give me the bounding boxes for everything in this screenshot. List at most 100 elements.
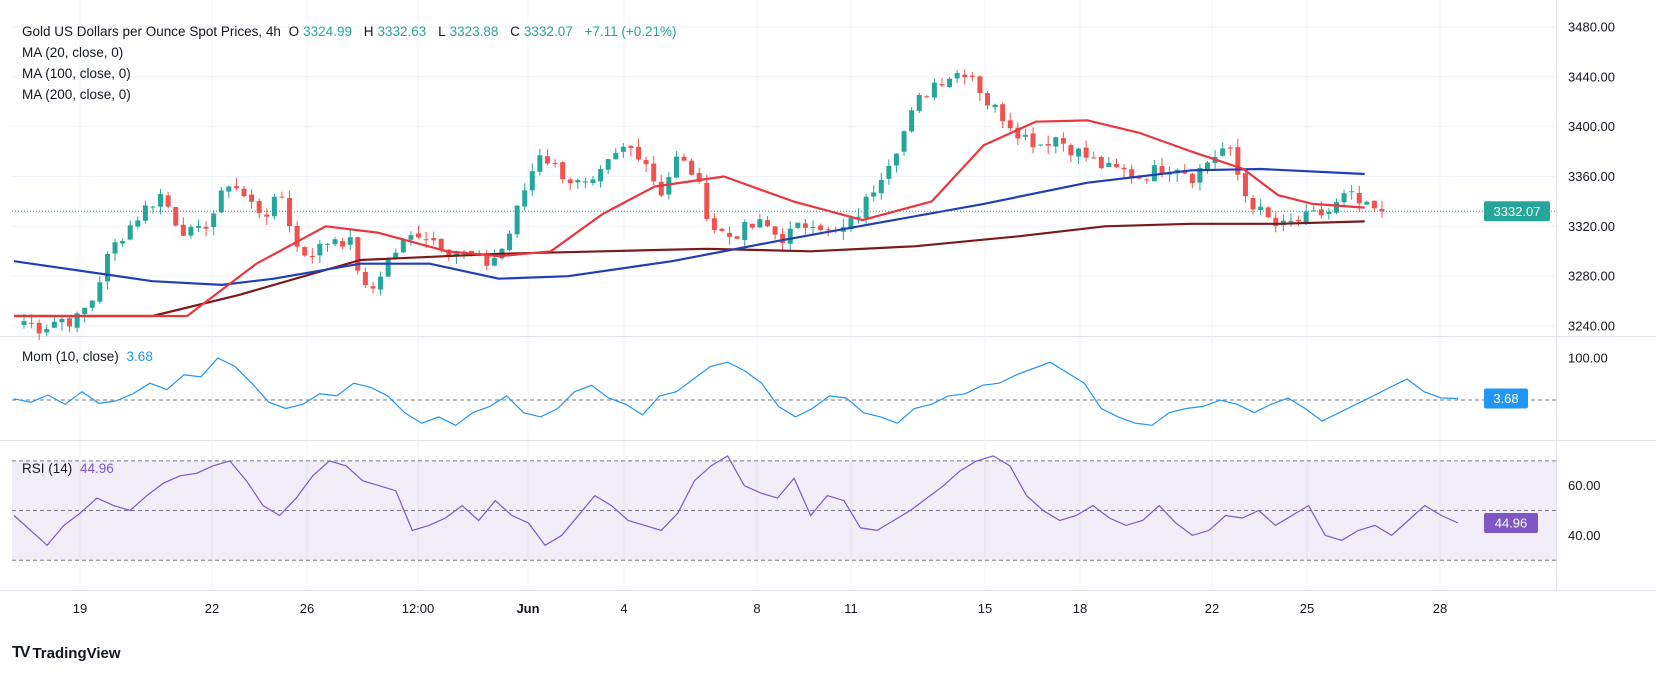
tradingview-logo-icon: TV	[12, 644, 31, 661]
mom-legend[interactable]: Mom (10, close) 3.68	[22, 349, 157, 364]
x-tick-label: 8	[753, 601, 760, 616]
close-value: 3332.07	[523, 24, 573, 39]
candle-down	[628, 145, 634, 149]
candle-up	[613, 152, 619, 160]
ma20-line	[14, 119, 1365, 318]
candle-up	[1364, 201, 1370, 205]
candle-down	[29, 322, 35, 324]
rsi-legend[interactable]: RSI (14) 44.96	[22, 461, 118, 476]
candle-up	[954, 73, 960, 79]
ohlc-close: C 3332.07	[510, 24, 577, 39]
price-tick-label: 3440.00	[1568, 69, 1615, 84]
candle-up	[378, 276, 384, 290]
ma100-legend[interactable]: MA (100, close, 0)	[22, 66, 131, 81]
candle-up	[127, 225, 133, 240]
candle-down	[1083, 147, 1089, 158]
candle-up	[1326, 211, 1332, 215]
x-tick-label: 22	[1205, 601, 1219, 616]
candle-down	[1136, 177, 1142, 179]
rsi-tick-label: 60.00	[1568, 478, 1601, 493]
tradingview-logo[interactable]: TV TradingView	[12, 644, 121, 662]
candle-down	[825, 229, 831, 231]
candle-down	[1045, 143, 1051, 146]
candle-up	[135, 220, 141, 227]
candle-up	[605, 159, 611, 170]
candle-down	[370, 286, 376, 289]
candle-down	[279, 196, 285, 198]
candle-down	[249, 194, 255, 202]
candle-up	[514, 205, 520, 235]
candle-down	[287, 197, 293, 227]
candle-up	[226, 186, 232, 192]
mom-tick-label: 100.00	[1568, 351, 1608, 366]
candle-up	[89, 300, 95, 308]
x-tick-label: 12:00	[402, 601, 435, 616]
candle-up	[188, 226, 194, 236]
candle-down	[818, 225, 824, 230]
x-tick-label: 19	[73, 601, 87, 616]
candle-up	[856, 216, 862, 218]
candle-down	[1007, 120, 1013, 129]
price-tick-label: 3280.00	[1568, 269, 1615, 284]
candle-down	[1000, 104, 1006, 122]
x-tick-label: 25	[1300, 601, 1314, 616]
candle-up	[666, 176, 672, 195]
x-tick-label: 15	[978, 601, 992, 616]
candle-up	[51, 321, 57, 328]
candle-up	[1205, 162, 1211, 170]
candle-up	[757, 219, 763, 228]
candle-down	[165, 195, 171, 207]
rsi-label: RSI (14)	[22, 461, 73, 476]
candle-down	[264, 214, 270, 217]
candle-up	[150, 206, 156, 208]
candle-up	[537, 155, 543, 172]
ma20-legend[interactable]: MA (20, close, 0)	[22, 45, 124, 60]
close-label: C	[510, 24, 520, 39]
candle-down	[1129, 169, 1135, 178]
candle-up	[44, 329, 50, 333]
candle-down	[1159, 166, 1165, 175]
candle-up	[195, 225, 201, 228]
candle-up	[1220, 148, 1226, 156]
candle-down	[1265, 207, 1271, 218]
candle-down	[1098, 156, 1104, 169]
candle-up	[582, 181, 588, 183]
candle-up	[909, 110, 915, 132]
ma200-legend[interactable]: MA (200, close, 0)	[22, 87, 131, 102]
candle-up	[598, 169, 604, 182]
candle-up	[1106, 162, 1112, 167]
candle-up	[453, 253, 459, 256]
candle-down	[1121, 167, 1127, 170]
candle-up	[575, 180, 581, 183]
candle-down	[1189, 173, 1195, 184]
candle-down	[651, 163, 657, 182]
candle-down	[643, 160, 649, 165]
candle-down	[749, 223, 755, 228]
candle-up	[1311, 210, 1317, 212]
candle-up	[901, 131, 907, 152]
candle-up	[1053, 137, 1059, 147]
candle-up	[992, 104, 998, 108]
candle-down	[294, 225, 300, 247]
candle-up	[142, 205, 148, 221]
rsi-line	[13, 455, 1459, 547]
candle-up	[871, 192, 877, 197]
candle-up	[1288, 220, 1294, 223]
low-value: 3323.88	[449, 24, 499, 39]
candle-down	[567, 179, 573, 184]
candle-up	[795, 222, 801, 228]
mom-line	[13, 357, 1459, 427]
candle-down	[416, 233, 422, 238]
candle-down	[1091, 157, 1097, 159]
candle-up	[620, 146, 626, 152]
candle-down	[1371, 200, 1377, 209]
candle-up	[211, 213, 217, 228]
candle-up	[59, 318, 65, 323]
candle-up	[810, 226, 816, 228]
candle-down	[67, 318, 73, 327]
price-tick-label: 3320.00	[1568, 219, 1615, 234]
candle-up	[271, 196, 277, 217]
candle-down	[36, 322, 42, 334]
candle-down	[173, 207, 179, 226]
